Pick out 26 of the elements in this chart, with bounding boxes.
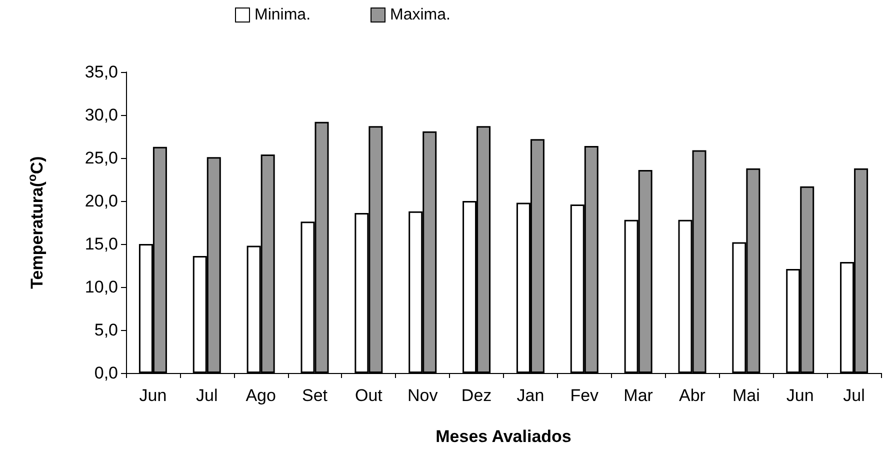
y-tick-label: 10,0 <box>84 278 118 296</box>
x-tick-label: Fev <box>570 386 600 405</box>
y-tick-label: 5,0 <box>94 320 118 340</box>
x-tick-label: Jan <box>516 386 544 405</box>
x-tick-label: Nov <box>407 386 438 405</box>
y-tick-label: 25,0 <box>84 148 118 168</box>
x-tick-label: Jun <box>786 386 814 405</box>
x-tick-label: Jul <box>196 386 218 405</box>
x-tick-label: Dez <box>461 386 492 405</box>
x-tick-label: Abr <box>679 386 706 405</box>
y-tick-label: 35,0 <box>84 62 118 82</box>
x-tick-label: Out <box>354 386 383 405</box>
x-tick-label: Jun <box>139 386 167 405</box>
x-tick-label: Mai <box>732 386 760 405</box>
x-tick-label: Set <box>302 386 328 405</box>
x-tick-label: Mar <box>624 386 654 405</box>
y-axis-title: Temperatura(oC) <box>25 156 46 289</box>
x-axis-title: Meses Avaliados <box>436 427 572 446</box>
legend-label: Maxima. <box>390 6 450 24</box>
y-tick-label: 30,0 <box>84 106 118 124</box>
y-tick-label: 20,0 <box>84 192 118 210</box>
x-tick-label: Ago <box>246 386 276 405</box>
legend-label: Minima. <box>254 6 311 24</box>
y-tick-label: 0,0 <box>94 364 118 382</box>
y-tick-label: 15,0 <box>84 234 118 254</box>
x-tick-label: Jul <box>843 386 865 405</box>
